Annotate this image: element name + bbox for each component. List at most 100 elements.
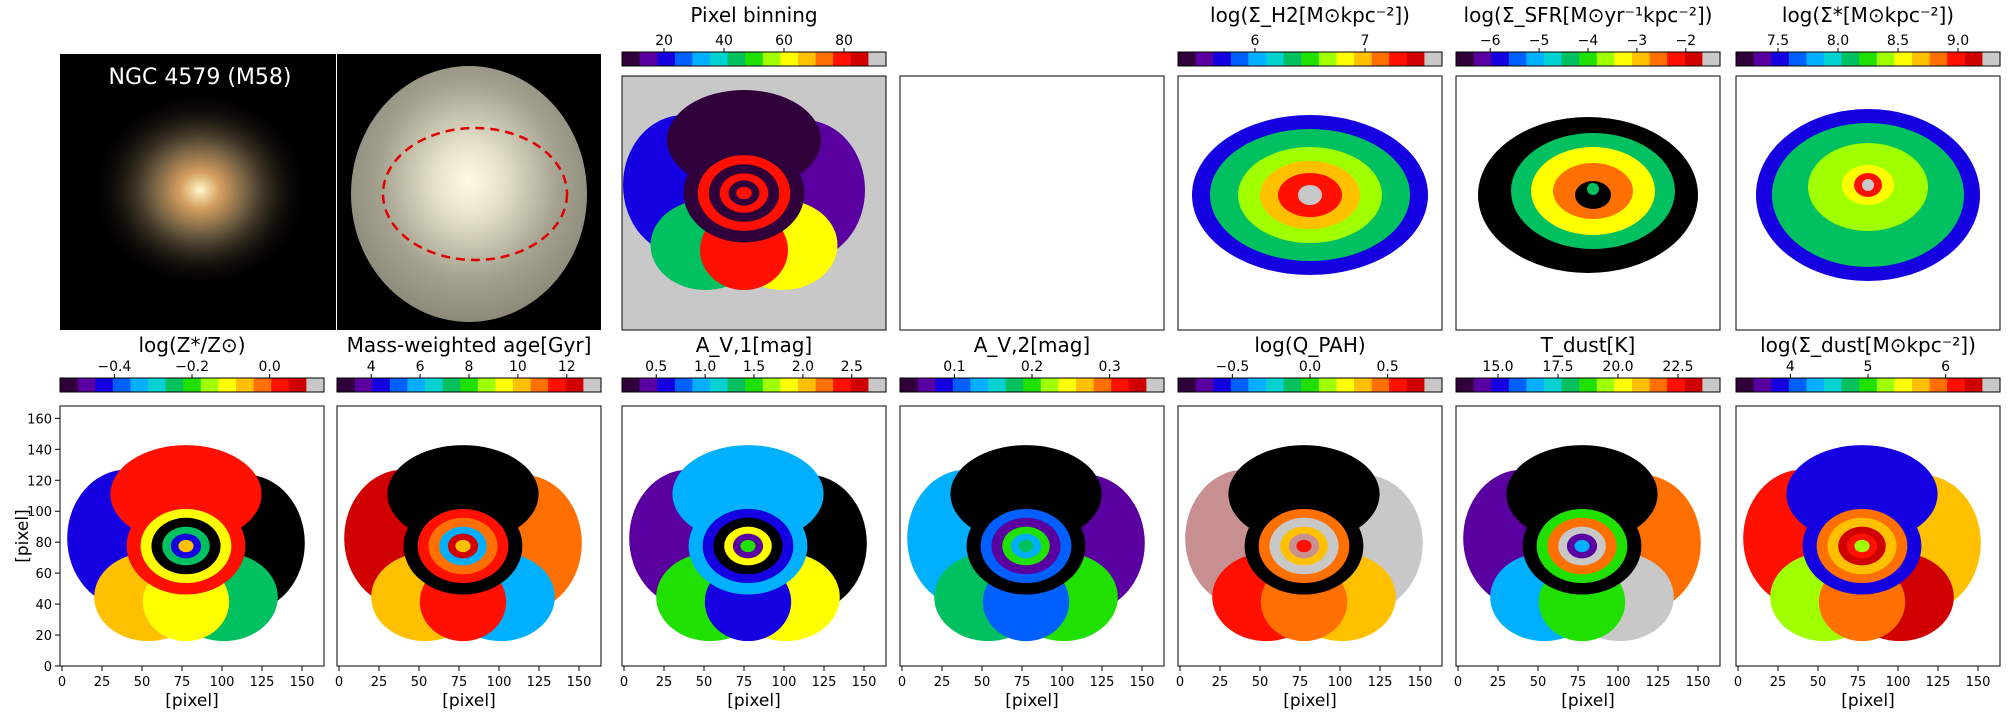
y-tick-label: 140 <box>27 443 52 458</box>
colorbar-segment <box>1753 52 1772 66</box>
colorbar-segment <box>970 378 989 392</box>
x-tick-label: 125 <box>250 675 275 690</box>
colorbar-segment <box>1146 378 1165 392</box>
colorbar-segment <box>1230 378 1249 392</box>
colorbar-segment <box>1023 378 1042 392</box>
colorbar-segment <box>1178 52 1197 66</box>
colorbar-tick-label: 17.5 <box>1542 359 1573 375</box>
colorbar-segment <box>1491 52 1510 66</box>
colorbar-segment <box>1841 378 1860 392</box>
panel-title: log(Σ_dust[M⊙kpc⁻²]) <box>1760 333 1976 357</box>
colorbar-segment <box>1128 378 1147 392</box>
x-axis-label: [pixel] <box>442 691 496 711</box>
x-tick-label: 50 <box>134 675 151 690</box>
colorbar-segment <box>762 378 781 392</box>
galaxy-map <box>1743 445 1981 642</box>
colorbar-segment <box>1824 378 1843 392</box>
x-axis-label: [pixel] <box>1841 691 1895 711</box>
galaxy-ring <box>455 539 471 553</box>
colorbar-segment <box>1632 52 1651 66</box>
colorbar-segment <box>95 378 114 392</box>
colorbar-segment <box>780 378 799 392</box>
y-tick-label: 160 <box>27 412 52 427</box>
colorbar-tick-label: 2.5 <box>841 359 863 375</box>
colorbar-tick-label: 80 <box>835 33 853 49</box>
colorbar-segment <box>495 378 514 392</box>
colorbar-segment <box>727 378 746 392</box>
colorbar-segment <box>1318 378 1337 392</box>
colorbar-segment <box>798 52 817 66</box>
colorbar-frame <box>1177 51 1443 67</box>
colorbar-segment <box>165 378 184 392</box>
x-tick-label: 125 <box>1090 675 1115 690</box>
colorbar-ticks: 0.1 0.2 0.3 <box>943 359 1121 378</box>
colorbar-tick-label: 7 <box>1361 33 1370 49</box>
x-tick-label: 75 <box>174 675 191 690</box>
y-tick-label: 0 <box>44 660 52 675</box>
colorbar-segment <box>815 378 834 392</box>
colorbar-tick-label: 60 <box>775 33 793 49</box>
colorbar-tick-label: 7.5 <box>1767 33 1789 49</box>
colorbar-segment <box>60 378 79 392</box>
colorbar-segment <box>1964 52 1983 66</box>
colorbar-segment <box>692 52 711 66</box>
colorbar-segment <box>1561 378 1580 392</box>
x-tick-label: 75 <box>1014 675 1031 690</box>
colorbar-segment <box>1982 378 2001 392</box>
colorbar-tick-label: −5 <box>1529 33 1550 49</box>
colorbar-segment <box>407 378 426 392</box>
x-tick-label: 75 <box>736 675 753 690</box>
colorbar-segment <box>460 378 479 392</box>
colorbar-segment <box>1736 378 1755 392</box>
colorbar-segment <box>1371 52 1390 66</box>
colorbar-tick-label: −6 <box>1480 33 1501 49</box>
map-frame <box>899 75 1165 331</box>
colorbar-tick-label: 12 <box>558 359 576 375</box>
colorbar-segment <box>1876 378 1895 392</box>
panel-title: log(Q_PAH) <box>1254 333 1365 357</box>
x-tick-label: 50 <box>1530 675 1547 690</box>
panel-title: T_dust[K] <box>1540 333 1636 357</box>
y-axis-label: [pixel] <box>13 509 33 563</box>
colorbar-segment <box>425 378 444 392</box>
galaxy-name: NGC 4579 (M58) <box>109 65 292 90</box>
colorbar-tick-label: 0.3 <box>1099 359 1121 375</box>
colorbar-segment <box>130 378 149 392</box>
colorbar-segment <box>1248 52 1267 66</box>
y-axis: 0 20 40 60 80 100 120 140 160 [pixel] <box>13 412 60 675</box>
x-tick-label: 100 <box>210 675 235 690</box>
colorbar-tick-label: 5 <box>1864 359 1873 375</box>
colorbar-tick-label: 6 <box>1941 359 1950 375</box>
colorbar-tick-label: 0.5 <box>1377 359 1399 375</box>
x-tick-label: 100 <box>1328 675 1353 690</box>
colorbar-tick-label: 20.0 <box>1602 359 1633 375</box>
colorbar-tick-label: 9.0 <box>1947 33 1969 49</box>
colorbar-segment <box>1736 52 1755 66</box>
colorbar-segment <box>1389 378 1408 392</box>
x-tick-label: 0 <box>1176 675 1184 690</box>
y-tick-label: 60 <box>35 567 52 582</box>
bottom-panel-4: log(Q_PAH) −0.5 0.0 0.5 0 25 50 75 100 125 150 [pix… <box>1176 333 1443 711</box>
colorbar-segment <box>1859 52 1878 66</box>
x-tick-label: 125 <box>1368 675 1393 690</box>
colorbar-segment <box>1424 378 1443 392</box>
top-panel-2: Pixel binning 20 40 60 80 <box>621 3 887 331</box>
colorbar-segment <box>1684 52 1703 66</box>
colorbar-segment <box>1424 52 1443 66</box>
galaxy-map <box>67 445 305 642</box>
colorbar-segment <box>1771 52 1790 66</box>
colorbar-tick-label: 0.0 <box>259 359 281 375</box>
colorbar-segment <box>1248 378 1267 392</box>
x-tick-label: 150 <box>290 675 315 690</box>
colorbar-ticks: −0.4 −0.2 0.0 <box>97 359 281 378</box>
colorbar-segment <box>1649 52 1668 66</box>
y-tick-label: 20 <box>35 629 52 644</box>
colorbar-tick-label: 0.0 <box>1299 359 1321 375</box>
colorbar-segment <box>674 378 693 392</box>
colorbar-segment <box>1195 378 1214 392</box>
panel-title: log(Z*/Z⊙) <box>139 333 246 357</box>
galaxy-ring <box>1574 539 1590 553</box>
galaxy-ring <box>1018 539 1034 553</box>
y-tick-label: 40 <box>35 598 52 613</box>
